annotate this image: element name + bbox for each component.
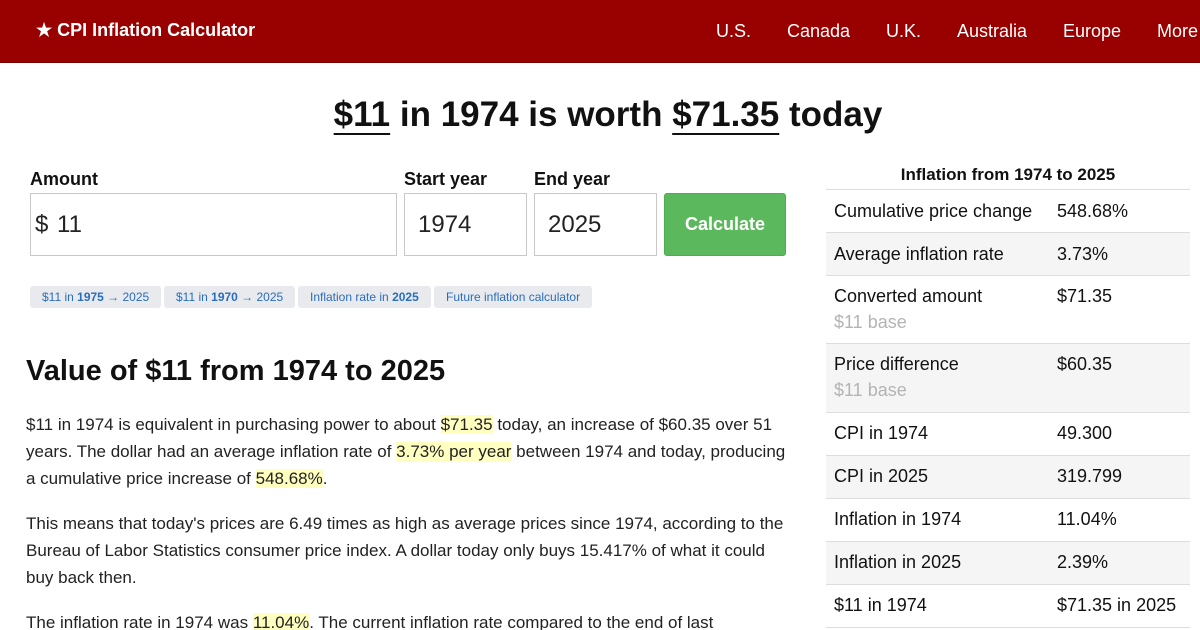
amount-input[interactable]: $ 11 (30, 193, 397, 256)
chip-link-1970[interactable]: $11 in 1970 → 2025 (164, 286, 296, 308)
table-row: $11 in 1974 $71.35 in 2025 (826, 585, 1190, 628)
row-label: CPI in 1974 (834, 423, 929, 443)
headline-middle: in 1974 is worth (390, 95, 673, 134)
chip-link-future-calculator[interactable]: Future inflation calculator (434, 286, 593, 308)
row-value: 2.39% (1057, 552, 1109, 572)
chip-year: 1970 (211, 290, 238, 304)
row-label: Inflation in 1974 (834, 509, 962, 529)
headline-amount: $11 (333, 95, 391, 134)
row-value: 11.04% (1057, 509, 1117, 529)
row-label: Price difference (834, 354, 959, 374)
nav-link-more[interactable]: More (1157, 21, 1199, 41)
row-label: Inflation in 2025 (834, 552, 962, 572)
row-value: $71.35 in 2025 (1057, 595, 1177, 615)
nav-link-europe[interactable]: Europe (1063, 21, 1122, 41)
chip-link-1975[interactable]: $11 in 1975 → 2025 (30, 286, 162, 308)
highlight-cumulative: 548.68% (255, 469, 323, 488)
chip-year: 1975 (77, 290, 104, 304)
end-year-input[interactable]: 2025 (534, 193, 657, 256)
chip-link-inflation-rate[interactable]: Inflation rate in 2025 (298, 286, 431, 308)
nav-link-australia[interactable]: Australia (957, 21, 1028, 41)
table-row: Average inflation rate 3.73% (826, 233, 1190, 276)
nav-links: U.S. Canada U.K. Australia Europe More (0, 0, 1200, 63)
highlight-rate: 3.73% per year (396, 442, 512, 461)
chip-year: 2025 (392, 290, 419, 304)
row-label: CPI in 2025 (834, 466, 929, 486)
section-heading: Value of $11 from 1974 to 2025 (26, 355, 446, 387)
amount-value: 11 (57, 211, 82, 238)
row-value: $60.35 (1057, 354, 1113, 374)
row-label: Average inflation rate (834, 244, 1004, 264)
row-value: 319.799 (1057, 466, 1123, 486)
highlight-value: $71.35 (440, 415, 493, 434)
start-year-label: Start year (404, 169, 488, 189)
page-title: $11 in 1974 is worth $71.35 today (0, 95, 1200, 135)
paragraph-comparison: This means that today's prices are 6.49 … (26, 514, 784, 587)
table-row: Price difference $60.35 $11 base (826, 344, 1190, 413)
amount-label: Amount (30, 169, 98, 189)
table-row: Cumulative price change 548.68% (826, 190, 1190, 233)
table-row: Inflation in 1974 11.04% (826, 499, 1190, 542)
row-value: 49.300 (1057, 423, 1113, 443)
top-nav-bar: ★ CPI Inflation Calculator U.S. Canada U… (0, 0, 1200, 63)
chip-text: $11 in (42, 290, 78, 304)
chip-text: Inflation rate in (310, 290, 393, 304)
chip-text: → 2025 (103, 290, 150, 304)
nav-link-us[interactable]: U.S. (716, 21, 752, 41)
highlight-inflation: 11.04% (252, 613, 310, 630)
nav-link-canada[interactable]: Canada (787, 21, 851, 41)
inflation-summary-table: Cumulative price change 548.68% Average … (826, 189, 1190, 628)
end-year-value: 2025 (548, 211, 602, 238)
row-label: Converted amount (834, 286, 983, 306)
start-year-input[interactable]: 1974 (404, 193, 527, 256)
table-row: CPI in 2025 319.799 (826, 456, 1190, 499)
nav-link-uk[interactable]: U.K. (886, 21, 922, 41)
row-label: Cumulative price change (834, 201, 1033, 221)
currency-symbol: $ (35, 211, 49, 238)
site-logo-link[interactable]: ★ CPI Inflation Calculator (36, 20, 256, 40)
paragraph-inflation-rate: The inflation rate in 1974 was 11.04%. T… (26, 613, 714, 630)
table-row: Inflation in 2025 2.39% (826, 542, 1190, 585)
chip-text: $11 in (176, 290, 212, 304)
table-row: Converted amount $71.35 $11 base (826, 276, 1190, 344)
row-value: 548.68% (1057, 201, 1129, 221)
chip-text: Future inflation calculator (446, 290, 581, 304)
row-label: $11 in 1974 (834, 595, 927, 615)
paragraph-summary: $11 in 1974 is equivalent in purchasing … (26, 415, 786, 488)
headline-result: $71.35 (672, 95, 780, 134)
start-year-value: 1974 (418, 211, 472, 238)
calculate-button[interactable]: Calculate (664, 193, 786, 256)
row-sublabel: $11 base (834, 380, 907, 400)
chip-text: → 2025 (237, 290, 284, 304)
row-sublabel: $11 base (834, 312, 907, 332)
row-value: $71.35 (1057, 286, 1113, 306)
end-year-label: End year (534, 169, 611, 189)
sidebar-title: Inflation from 1974 to 2025 (900, 165, 1116, 184)
headline-tail: today (779, 95, 883, 134)
table-row: CPI in 1974 49.300 (826, 413, 1190, 456)
row-value: 3.73% (1057, 244, 1109, 264)
